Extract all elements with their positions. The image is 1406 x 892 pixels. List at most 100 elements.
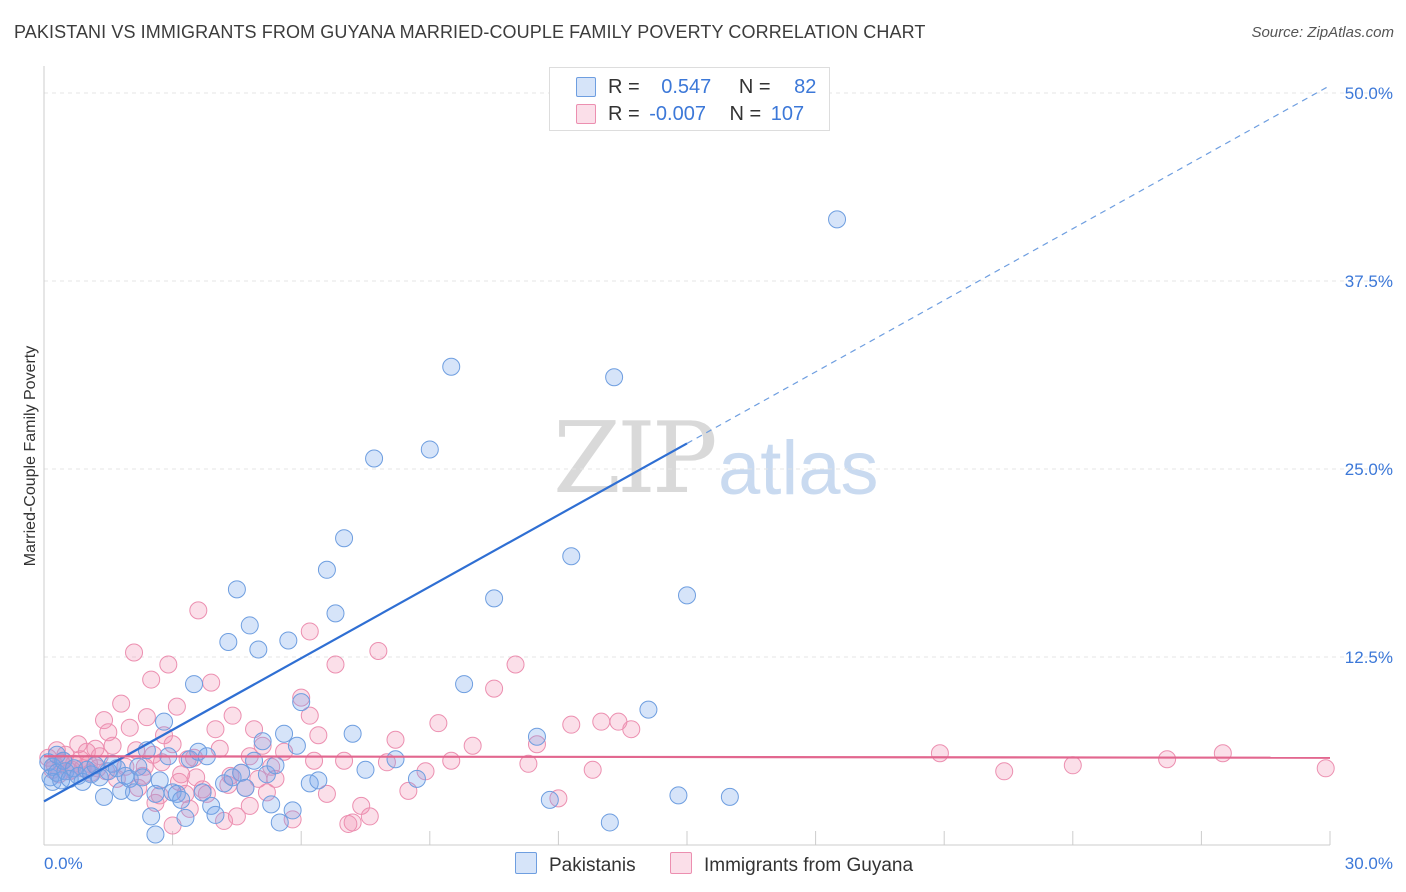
- point-pakistanis: [249, 640, 268, 659]
- bottom-legend-swatch-blue: [515, 852, 537, 874]
- point-guyana: [527, 735, 546, 754]
- y-tick-label: 12.5%: [1345, 648, 1393, 667]
- point-pakistanis: [270, 813, 289, 832]
- point-guyana: [240, 796, 259, 815]
- legend-row-guyana: R = -0.007 N = 107: [550, 101, 829, 127]
- point-pakistanis: [562, 547, 581, 566]
- point-pakistanis: [172, 790, 191, 809]
- point-guyana: [187, 768, 206, 787]
- point-guyana: [622, 720, 641, 739]
- point-guyana: [360, 807, 379, 826]
- x-tick-label: 0.0%: [44, 854, 83, 873]
- point-guyana: [326, 655, 345, 674]
- point-pakistanis: [678, 586, 696, 605]
- point-guyana: [257, 783, 276, 802]
- point-guyana: [227, 807, 246, 826]
- point-pakistanis: [95, 787, 114, 806]
- point-pakistanis: [202, 796, 221, 815]
- point-guyana: [253, 736, 272, 755]
- point-guyana: [163, 735, 182, 754]
- grid-lines: [44, 92, 1392, 658]
- point-pakistanis: [669, 786, 688, 805]
- legend-r-value: 0.547: [661, 76, 712, 98]
- point-guyana: [202, 673, 221, 692]
- point-pakistanis: [193, 783, 212, 802]
- point-guyana: [309, 726, 328, 745]
- point-pakistanis: [155, 712, 174, 731]
- point-guyana: [335, 751, 354, 770]
- point-guyana: [930, 744, 949, 763]
- point-pakistanis: [232, 763, 251, 782]
- point-pakistanis: [150, 771, 169, 790]
- point-guyana: [172, 765, 191, 784]
- chart-source: Source: ZipAtlas.com: [1251, 24, 1394, 41]
- trend-line-pakistanis-extension: [686, 84, 1331, 444]
- point-guyana: [189, 601, 208, 620]
- point-pakistanis: [253, 732, 272, 751]
- point-pakistanis: [540, 790, 559, 809]
- point-pakistanis: [335, 529, 354, 548]
- legend-n-label: N =: [729, 103, 762, 125]
- legend-r-value: -0.007: [649, 103, 706, 125]
- point-pakistanis: [605, 368, 624, 387]
- point-guyana: [463, 736, 482, 755]
- point-pakistanis: [279, 631, 298, 650]
- x-tick-label: 30.0%: [1345, 854, 1393, 873]
- point-guyana: [583, 760, 602, 779]
- y-tick-label: 50.0%: [1345, 84, 1393, 103]
- bottom-legend-label: Immigrants from Guyana: [704, 855, 914, 876]
- point-guyana: [159, 655, 178, 674]
- y-tick-label: 37.5%: [1345, 272, 1393, 291]
- point-guyana: [1213, 744, 1232, 763]
- point-pakistanis: [219, 632, 238, 651]
- point-pakistanis: [317, 560, 336, 579]
- legend-r-label: R =: [608, 103, 640, 125]
- point-guyana: [112, 694, 131, 713]
- point-guyana: [95, 711, 114, 730]
- point-pakistanis: [146, 825, 165, 844]
- point-pakistanis: [527, 727, 546, 746]
- point-guyana: [120, 718, 139, 737]
- bottom-legend-guyana: Immigrants from Guyana: [670, 852, 913, 877]
- watermark-zip: ZIP: [553, 402, 718, 516]
- axis-labels: 12.5% 25.0% 37.5% 50.0% 0.0% 30.0% Married-Cou…: [22, 84, 1393, 873]
- point-pakistanis: [365, 449, 384, 468]
- point-pakistanis: [240, 616, 259, 635]
- legend-n-value: 82: [794, 76, 817, 98]
- point-guyana: [1063, 756, 1082, 775]
- point-guyana: [305, 751, 324, 770]
- legend-swatch-blue: [576, 77, 596, 97]
- point-pakistanis: [485, 589, 504, 608]
- series-pakistanis-points: [39, 210, 847, 844]
- point-pakistanis: [262, 795, 281, 814]
- point-guyana: [99, 723, 118, 742]
- point-guyana: [223, 706, 242, 725]
- point-pakistanis: [227, 580, 246, 599]
- point-guyana: [300, 706, 319, 725]
- point-pakistanis: [245, 751, 264, 770]
- point-guyana: [592, 712, 611, 731]
- point-pakistanis: [133, 768, 152, 787]
- point-pakistanis: [455, 675, 474, 694]
- point-pakistanis: [176, 808, 195, 827]
- point-guyana: [125, 643, 144, 662]
- point-pakistanis: [185, 675, 204, 694]
- point-pakistanis: [828, 210, 847, 229]
- point-guyana: [103, 736, 122, 755]
- point-pakistanis: [129, 757, 148, 776]
- point-guyana: [429, 714, 448, 733]
- bottom-legend-swatch-pink: [670, 852, 692, 874]
- chart-title: PAKISTANI VS IMMIGRANTS FROM GUYANA MARR…: [14, 22, 926, 42]
- trend-line-guyana: [43, 755, 1331, 759]
- point-pakistanis: [142, 807, 161, 826]
- point-guyana: [137, 708, 156, 727]
- point-guyana: [1158, 750, 1177, 769]
- watermark-atlas: atlas: [718, 426, 879, 511]
- legend-swatch-pink: [576, 104, 596, 124]
- point-pakistanis: [236, 778, 255, 797]
- point-pakistanis: [386, 750, 405, 769]
- point-pakistanis: [275, 724, 294, 743]
- point-pakistanis: [266, 756, 285, 775]
- point-guyana: [506, 655, 525, 674]
